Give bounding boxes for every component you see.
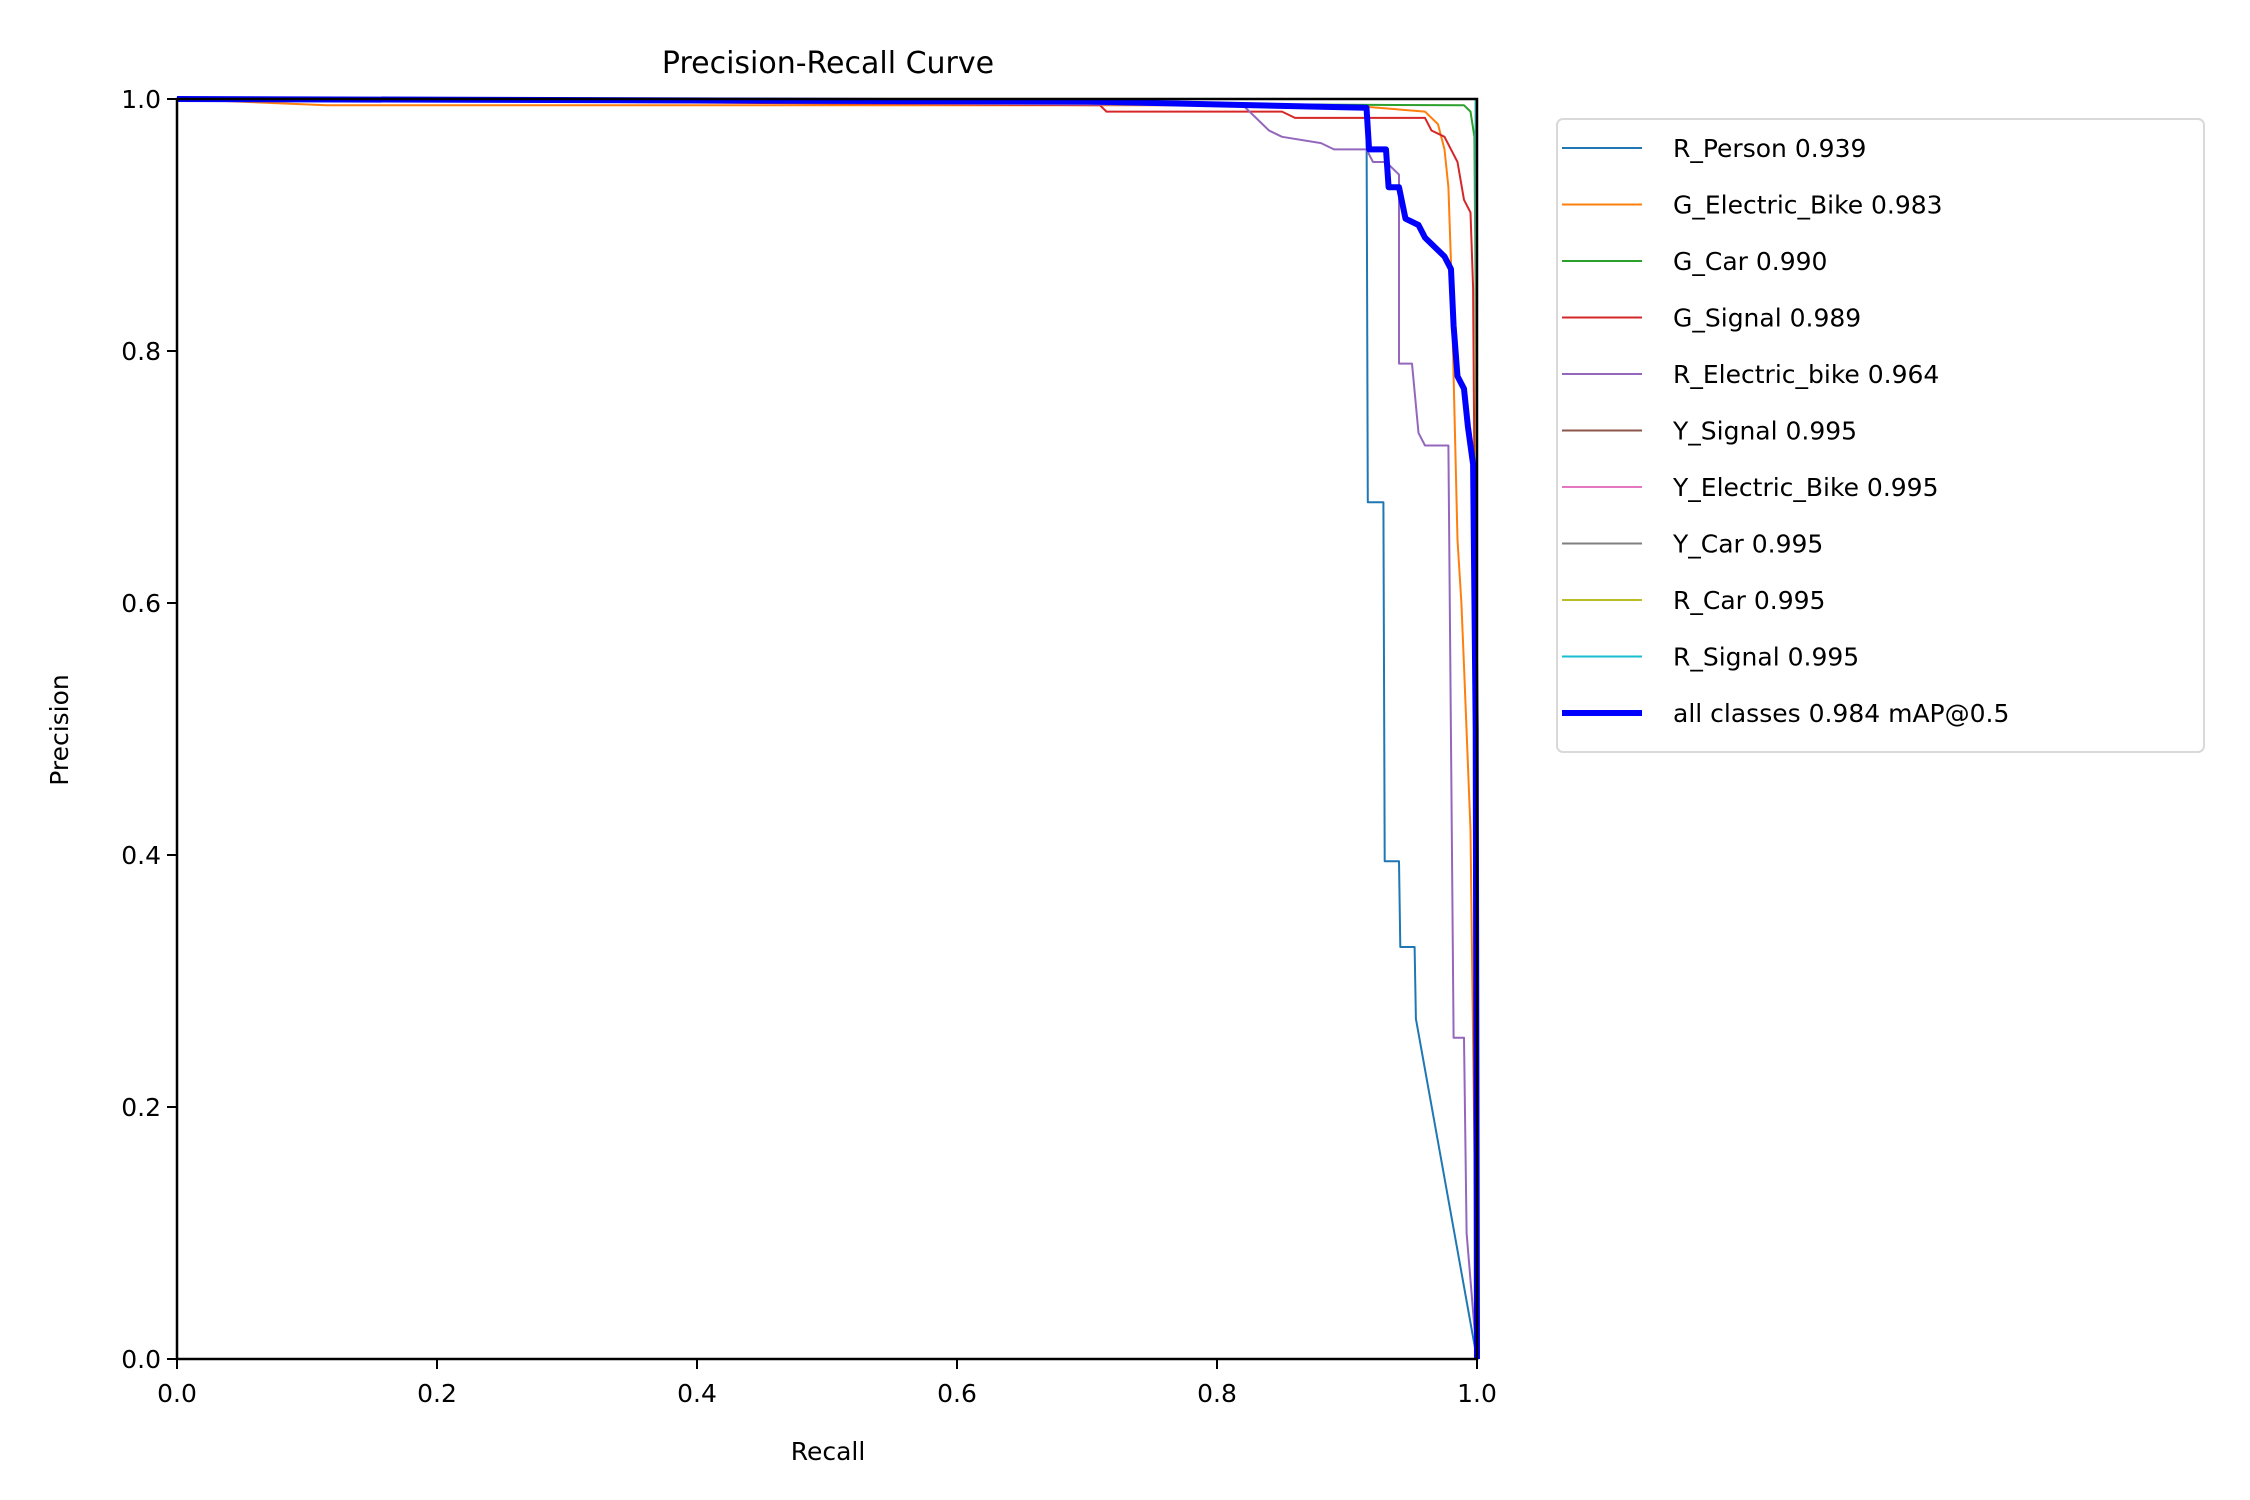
y-tick-label: 0.8 — [121, 337, 161, 366]
x-tick-label: 0.0 — [157, 1379, 197, 1408]
legend-label: Y_Car 0.995 — [1672, 530, 1823, 559]
y-tick-label: 0.2 — [121, 1093, 161, 1122]
y-tick-label: 0.0 — [121, 1345, 161, 1374]
legend-label: R_Person 0.939 — [1673, 134, 1866, 163]
series-line-y-signal — [177, 98, 1478, 1360]
legend: R_Person 0.939 G_Electric_Bike 0.983 G_Car… — [1556, 118, 2205, 753]
legend-label: Y_Signal 0.995 — [1672, 417, 1857, 446]
legend-label: all classes 0.984 mAP@0.5 — [1673, 699, 2009, 728]
y-tick-label: 0.6 — [121, 589, 161, 618]
x-axis-label: Recall — [791, 1437, 866, 1466]
plot-area — [176, 96, 1480, 1360]
x-tick-label: 0.6 — [937, 1379, 977, 1408]
axes-frame — [175, 97, 1479, 1361]
legend-label: Y_Electric_Bike 0.995 — [1672, 473, 1939, 502]
series-line-r-person — [176, 98, 1478, 1360]
legend-label: R_Electric_bike 0.964 — [1673, 360, 1939, 389]
legend-label: G_Electric_Bike 0.983 — [1673, 191, 1943, 220]
y-tick-label: 0.4 — [121, 841, 161, 870]
series-line-g-signal — [176, 98, 1478, 1359]
y-axis-label: Precision — [45, 674, 74, 786]
axis-ticks: 0.0 0.2 0.4 0.6 0.8 1.0 0.0 0.2 0.4 0.6 0.8 1.0 — [121, 85, 1497, 1408]
series-line-y-car — [177, 98, 1478, 1360]
series-line-g-car — [176, 98, 1478, 1359]
series-line-g-electric-bike — [176, 98, 1478, 1360]
legend-label: R_Car 0.995 — [1673, 586, 1825, 615]
x-tick-label: 0.2 — [417, 1379, 457, 1408]
x-tick-label: 0.8 — [1197, 1379, 1237, 1408]
legend-label: R_Signal 0.995 — [1673, 643, 1859, 672]
x-tick-label: 1.0 — [1457, 1379, 1497, 1408]
y-tick-label: 1.0 — [121, 85, 161, 114]
series-line-all — [176, 96, 1480, 1360]
legend-box — [1556, 118, 2205, 753]
legend-label: G_Car 0.990 — [1673, 247, 1827, 276]
series-line-r-car — [177, 98, 1478, 1360]
series-line-r-signal — [177, 98, 1478, 1359]
series-line-y-electric-bike — [177, 98, 1478, 1360]
chart-title: Precision-Recall Curve — [662, 46, 994, 81]
legend-label: G_Signal 0.989 — [1673, 304, 1861, 333]
x-tick-label: 0.4 — [677, 1379, 717, 1408]
series-line-r-electric-bike — [176, 98, 1478, 1360]
